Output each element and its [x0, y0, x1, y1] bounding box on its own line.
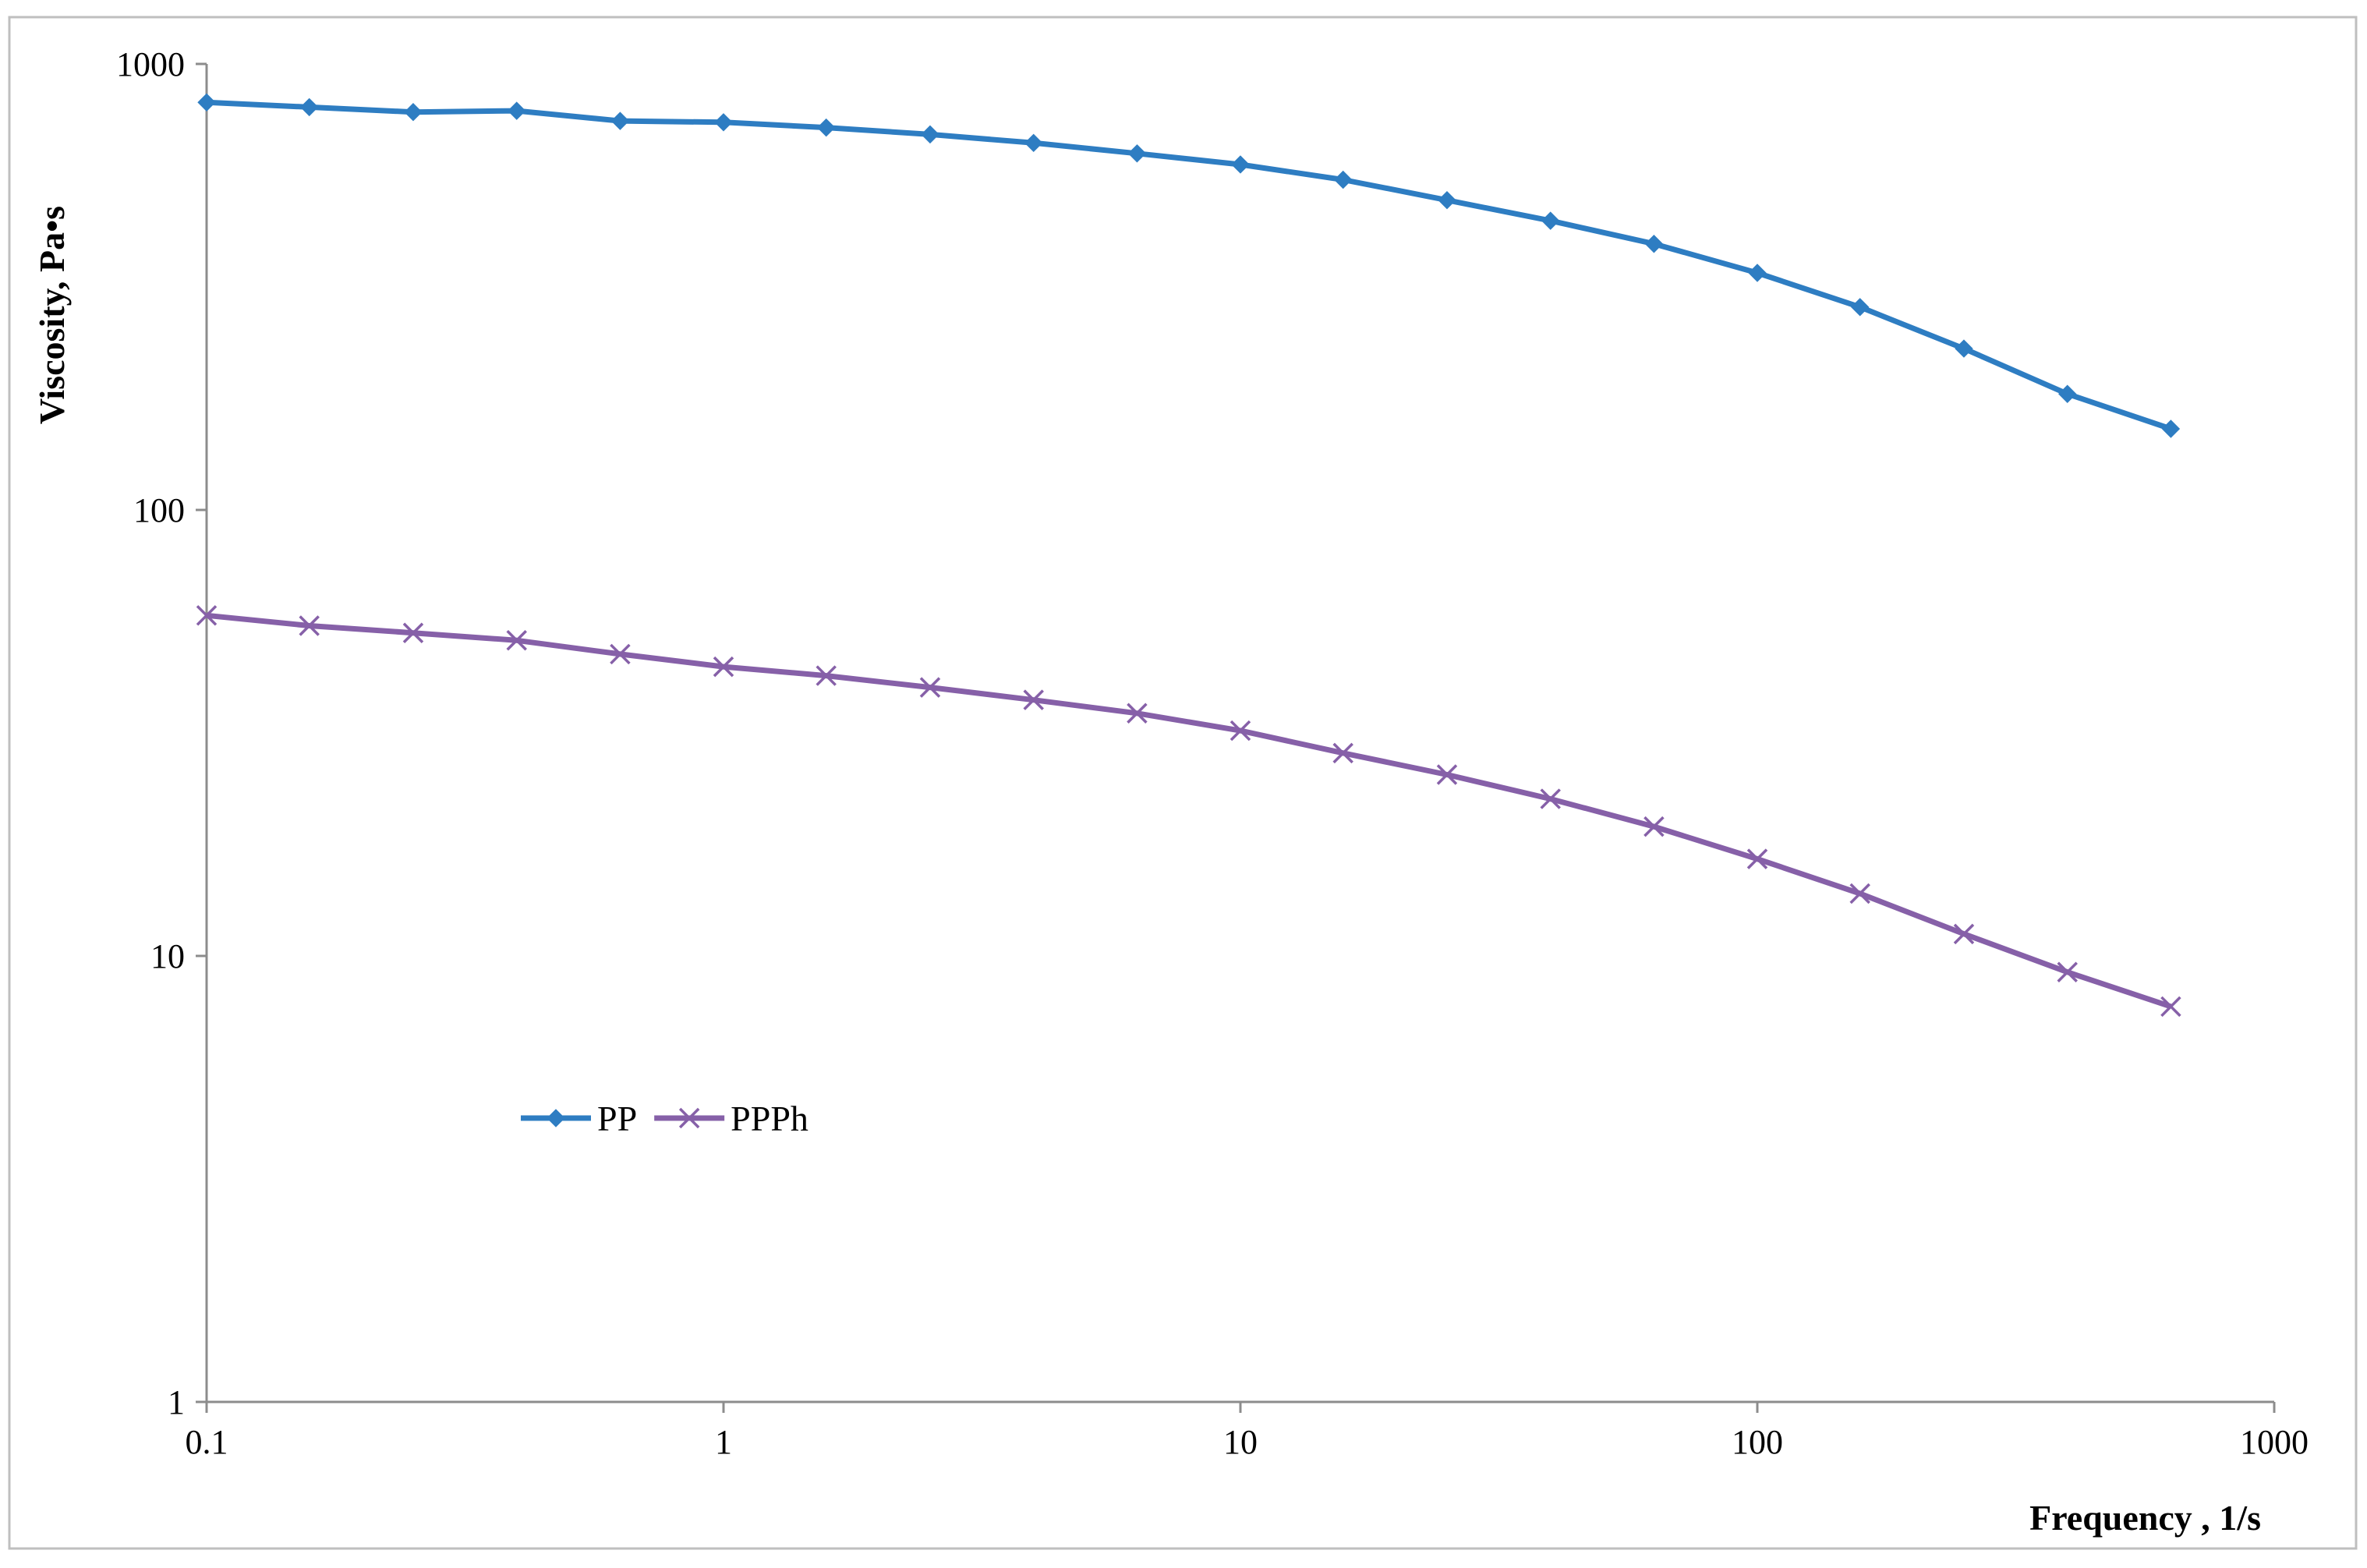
data-point-pp [2058, 384, 2077, 403]
data-point-ppph [1023, 689, 1044, 710]
data-point-pp [1955, 339, 1973, 358]
data-point-ppph [1229, 720, 1251, 742]
x-tick-label-0-1: 0.1 [186, 1423, 228, 1461]
data-point-pp [610, 111, 630, 130]
data-point-ppph [506, 630, 527, 651]
data-point-pp [1644, 235, 1664, 253]
data-point-ppph [1127, 703, 1148, 724]
data-point-pp [817, 118, 836, 137]
data-point-pp [1334, 170, 1353, 189]
data-point-ppph [402, 622, 424, 643]
series-ppph [196, 605, 2181, 1018]
x-tick-label-10: 10 [1223, 1423, 1258, 1461]
data-point-ppph [1953, 923, 1975, 945]
y-tick-label-10: 10 [150, 937, 185, 975]
data-point-ppph [919, 677, 941, 698]
data-point-pp [921, 125, 939, 144]
x-tick-label-1000: 1000 [2240, 1423, 2309, 1461]
y-axis-title: Viscosity, Pa•s [32, 206, 72, 424]
data-point-pp [1748, 264, 1767, 282]
legend-item-ppph: PPPh [654, 1099, 808, 1138]
data-point-pp [508, 101, 526, 120]
legend-marker-pp [547, 1109, 565, 1127]
series-line-pp [206, 99, 2172, 432]
legend-item-pp: PP [521, 1099, 637, 1138]
data-point-pp [404, 103, 423, 122]
data-point-ppph [1332, 742, 1353, 764]
data-point-ppph [1540, 788, 1561, 809]
data-point-ppph [1643, 816, 1665, 837]
data-point-ppph [610, 643, 631, 665]
data-point-pp [1851, 298, 1870, 317]
data-point-ppph [196, 605, 218, 626]
chart-frame [8, 16, 2358, 1550]
x-tick-label-1: 1 [715, 1423, 732, 1461]
data-point-ppph [1849, 883, 1870, 904]
data-point-pp [714, 113, 733, 132]
series-line-ppph [206, 612, 2172, 1010]
data-point-pp [300, 97, 319, 117]
y-tick-label-100: 100 [133, 491, 185, 529]
data-point-ppph [713, 656, 734, 678]
legend-label-ppph: PPPh [731, 1099, 808, 1138]
y-tick-label-1: 1 [168, 1383, 185, 1421]
data-point-pp [1541, 211, 1560, 230]
series-layer [196, 93, 2181, 1018]
data-point-pp [2161, 419, 2181, 438]
data-point-ppph [1436, 764, 1458, 785]
data-point-ppph [2057, 961, 2078, 982]
legend-label-pp: PP [597, 1099, 637, 1138]
y-ticks: 1 10 100 1000 [116, 45, 207, 1421]
data-point-ppph [816, 665, 837, 686]
x-tick-label-100: 100 [1732, 1423, 1783, 1461]
x-ticks: 0.1 1 10 100 1000 [186, 1402, 2309, 1461]
legend: PP PPPh [521, 1099, 808, 1138]
y-tick-label-1000: 1000 [116, 45, 185, 83]
data-point-pp [197, 93, 216, 112]
data-point-ppph [1746, 848, 1768, 869]
data-point-ppph [2160, 996, 2181, 1018]
data-point-pp [1127, 144, 1147, 163]
data-point-pp [1024, 133, 1043, 153]
data-point-pp [1438, 190, 1456, 210]
series-pp [197, 93, 2181, 438]
data-point-pp [1231, 155, 1250, 174]
legend-marker-ppph [678, 1107, 700, 1129]
x-axis-title: Frequency , 1/s [2029, 1498, 2261, 1538]
data-point-ppph [299, 615, 320, 636]
